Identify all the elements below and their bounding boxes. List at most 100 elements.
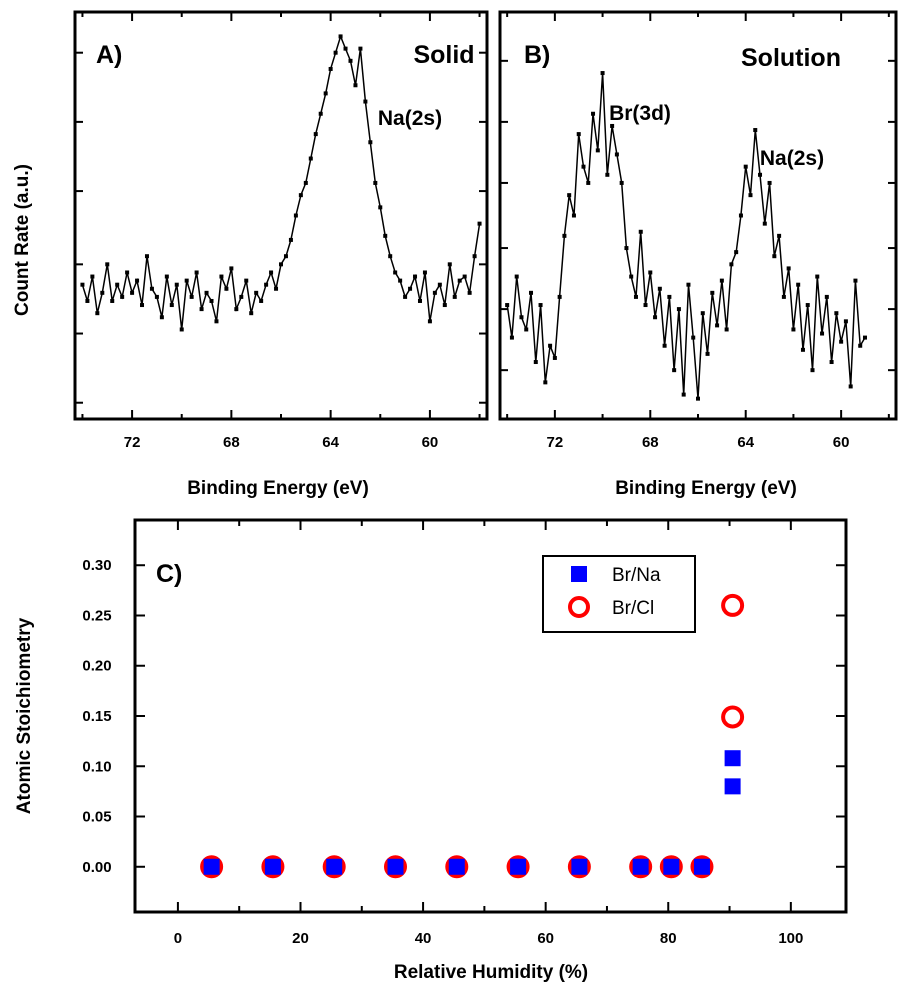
spectrum-point — [328, 66, 333, 71]
br-cl-point — [383, 855, 407, 879]
y-tick-label: 0.15 — [82, 708, 111, 725]
br-na-point — [693, 858, 710, 875]
spectrum-point — [408, 286, 413, 291]
panel-c-y-tick-labels: 0.00 0.05 0.10 0.15 0.20 0.25 0.30 — [82, 557, 111, 876]
spectrum-point — [90, 274, 95, 279]
spectrum-point — [234, 307, 239, 312]
panel-c-points — [200, 593, 745, 879]
spectrum-point — [353, 83, 358, 88]
br-cl-point — [322, 855, 346, 879]
legend-label-br-cl: Br/Cl — [612, 598, 654, 619]
spectrum-point — [154, 294, 159, 299]
spectrum-point — [686, 282, 691, 287]
spectrum-point — [514, 274, 519, 279]
spectrum-point — [748, 193, 753, 198]
panel-a-y-axis-title: Count Rate (a.u.) — [12, 164, 33, 316]
panel-c: 0 20 40 60 80 100 0.00 0.05 0.10 0.15 0.20 0.25 0.3… — [14, 518, 848, 983]
br-na-point — [510, 858, 527, 875]
spectrum-point — [781, 294, 786, 299]
spectrum-point — [378, 205, 383, 210]
spectrum-point — [696, 396, 700, 401]
spectrum-point — [552, 355, 557, 360]
spectrum-point — [338, 34, 343, 39]
spectrum-point — [452, 294, 457, 299]
spectrum-point — [815, 274, 820, 279]
spectrum-point — [767, 180, 772, 185]
spectrum-point — [624, 246, 629, 251]
spectrum-point — [648, 270, 653, 275]
spectrum-point — [762, 221, 767, 226]
br-na-point — [264, 858, 281, 875]
br-na-point — [724, 750, 741, 767]
spectrum-point — [805, 303, 810, 308]
spectrum-point — [403, 294, 408, 299]
spectrum-point — [591, 111, 596, 116]
spectrum-point — [505, 303, 510, 308]
x-tick-label: 60 — [833, 434, 850, 451]
br-cl-point — [690, 855, 714, 879]
legend: Br/Na Br/Cl — [542, 555, 696, 633]
spectrum-point — [796, 282, 801, 287]
br-na-point — [387, 858, 404, 875]
spectrum-point — [548, 343, 553, 348]
spectrum-point — [619, 180, 624, 185]
spectrum-point — [834, 311, 839, 316]
spectrum-point — [383, 233, 388, 238]
br-cl-point — [629, 855, 653, 879]
spectrum-point — [368, 140, 373, 145]
spectrum-point — [567, 193, 572, 198]
br-na-point — [326, 858, 343, 875]
y-tick-label: 0.25 — [82, 607, 111, 624]
spectrum-point — [829, 360, 834, 365]
x-tick-label: 40 — [415, 930, 432, 947]
spectrum-point — [140, 303, 145, 308]
spectrum-point — [533, 360, 538, 365]
br-na-point — [724, 778, 741, 795]
spectrum-point — [288, 237, 293, 242]
spectrum-point — [839, 339, 844, 344]
spectrum-point — [667, 294, 672, 299]
spectrum-point — [848, 384, 853, 389]
spectrum-point — [244, 278, 249, 283]
y-tick-label: 0.05 — [82, 809, 111, 826]
spectrum-point — [610, 123, 615, 128]
spectrum-point — [824, 294, 829, 299]
spectrum-point — [343, 46, 348, 51]
x-tick-label: 64 — [737, 434, 754, 451]
br-na-point — [663, 858, 680, 875]
spectrum-point — [120, 294, 125, 299]
x-tick-label: 72 — [547, 434, 564, 451]
spectrum-point — [786, 266, 791, 271]
spectrum-point — [853, 278, 858, 283]
panel-c-frame — [133, 518, 848, 914]
spectrum-point — [358, 46, 363, 51]
spectrum-point — [657, 286, 662, 291]
spectrum-point — [681, 392, 686, 397]
spectrum-point — [653, 315, 658, 320]
spectrum-point — [662, 343, 667, 348]
spectrum-point — [605, 172, 610, 177]
spectrum-point — [432, 290, 437, 295]
y-tick-label: 0.10 — [82, 758, 111, 775]
spectrum-point — [571, 213, 576, 218]
spectrum-point — [858, 343, 863, 348]
spectrum-point — [125, 270, 130, 275]
spectrum-point — [189, 294, 194, 299]
spectrum-point — [179, 327, 184, 332]
spectrum-point — [323, 91, 328, 96]
spectrum-point — [115, 282, 120, 287]
spectrum-point — [159, 315, 164, 320]
br-cl-point — [506, 855, 530, 879]
spectrum-point — [477, 221, 482, 226]
panel-b-frame — [498, 10, 898, 421]
spectrum-point — [204, 290, 209, 295]
spectrum-point — [519, 315, 524, 320]
spectrum-point — [691, 335, 696, 340]
spectrum-point — [676, 307, 681, 312]
panel-a-x-axis-title: Binding Energy (eV) — [187, 478, 369, 499]
br-cl-point — [445, 855, 469, 879]
br-na-point — [448, 858, 465, 875]
panel-b-x-axis-title: Binding Energy (eV) — [615, 478, 797, 499]
panel-a-frame — [73, 10, 489, 421]
